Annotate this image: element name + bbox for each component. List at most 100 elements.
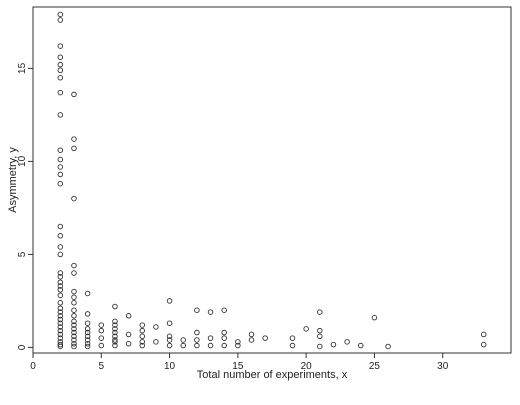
data-point	[194, 342, 200, 349]
data-point	[153, 339, 159, 345]
data-point	[221, 307, 227, 313]
data-point	[112, 337, 118, 343]
y-axis-title: Asymmetry, y	[7, 147, 19, 213]
data-point	[57, 112, 64, 118]
data-point	[57, 147, 64, 153]
data-point	[57, 164, 64, 170]
data-point	[166, 298, 173, 304]
data-point	[139, 339, 146, 345]
data-point	[71, 270, 77, 276]
data-point	[57, 54, 64, 60]
data-point	[57, 89, 64, 96]
x-tick-label: 20	[301, 361, 313, 372]
data-point	[207, 335, 214, 341]
x-tick-label: 15	[232, 361, 244, 372]
data-point	[221, 329, 227, 336]
data-point	[207, 309, 214, 315]
data-point	[112, 333, 118, 340]
data-point	[57, 279, 64, 286]
data-point	[385, 343, 391, 350]
data-point	[71, 326, 77, 332]
data-point	[57, 327, 64, 334]
data-point	[57, 17, 64, 23]
data-point	[71, 337, 77, 343]
data-point	[180, 337, 186, 343]
data-point	[98, 322, 105, 328]
data-point	[84, 320, 91, 326]
data-point	[57, 305, 64, 312]
y-tick-label: 5	[17, 251, 28, 257]
data-point	[57, 223, 64, 230]
data-point	[166, 320, 173, 326]
data-point	[57, 287, 64, 293]
data-point	[84, 311, 91, 317]
x-axis-title: Total number of experiments, x	[197, 369, 348, 381]
data-point	[57, 67, 64, 73]
data-point	[71, 300, 77, 306]
data-point	[57, 180, 64, 187]
data-point	[289, 342, 296, 349]
data-point	[57, 283, 64, 289]
data-point	[84, 333, 91, 340]
data-point	[71, 329, 77, 336]
data-point	[166, 337, 173, 343]
data-point	[194, 307, 200, 313]
data-point	[112, 318, 118, 325]
data-point	[166, 342, 173, 349]
data-point	[57, 270, 64, 276]
y-axis: 0 5 10 15	[17, 62, 33, 350]
data-point	[71, 318, 77, 325]
data-point	[57, 74, 64, 81]
data-point	[84, 326, 91, 332]
data-point	[57, 341, 64, 348]
x-axis: 0 5 10 15 20 25 30	[30, 353, 449, 372]
data-points	[57, 11, 487, 350]
data-point	[112, 339, 118, 345]
data-point	[57, 324, 64, 330]
data-point	[71, 91, 77, 98]
data-point	[84, 337, 91, 343]
data-point	[84, 343, 91, 350]
y-tick-label: 0	[17, 344, 28, 350]
data-point	[57, 61, 64, 68]
data-point	[112, 329, 118, 336]
x-tick-label: 25	[369, 361, 381, 372]
data-point	[289, 335, 296, 341]
data-point	[57, 244, 64, 250]
data-point	[57, 300, 64, 306]
data-point	[57, 273, 64, 280]
data-point	[139, 342, 146, 349]
data-point	[57, 43, 64, 49]
data-point	[71, 343, 77, 350]
data-point	[317, 327, 323, 334]
data-point	[112, 342, 118, 349]
data-point	[262, 335, 268, 341]
data-point	[84, 329, 91, 336]
data-point	[71, 333, 77, 340]
data-point	[112, 303, 118, 310]
data-point	[57, 331, 64, 338]
data-point	[98, 342, 105, 349]
data-point	[84, 340, 91, 347]
data-point	[125, 340, 132, 347]
data-point	[235, 339, 241, 345]
data-point	[153, 324, 159, 330]
x-tick-label: 5	[99, 361, 105, 372]
data-point	[57, 316, 64, 323]
data-point	[248, 337, 255, 343]
data-point	[57, 292, 64, 299]
data-point	[139, 333, 146, 340]
data-point	[358, 342, 364, 349]
data-point	[371, 314, 378, 321]
data-point	[71, 136, 77, 142]
data-point	[221, 335, 227, 341]
data-point	[480, 331, 487, 338]
data-point	[317, 309, 323, 315]
data-point	[57, 335, 64, 341]
data-point	[194, 337, 200, 343]
data-point	[57, 156, 64, 163]
x-tick-label: 30	[437, 361, 449, 372]
data-point	[180, 342, 186, 349]
data-point	[57, 251, 64, 258]
data-point	[71, 322, 77, 328]
